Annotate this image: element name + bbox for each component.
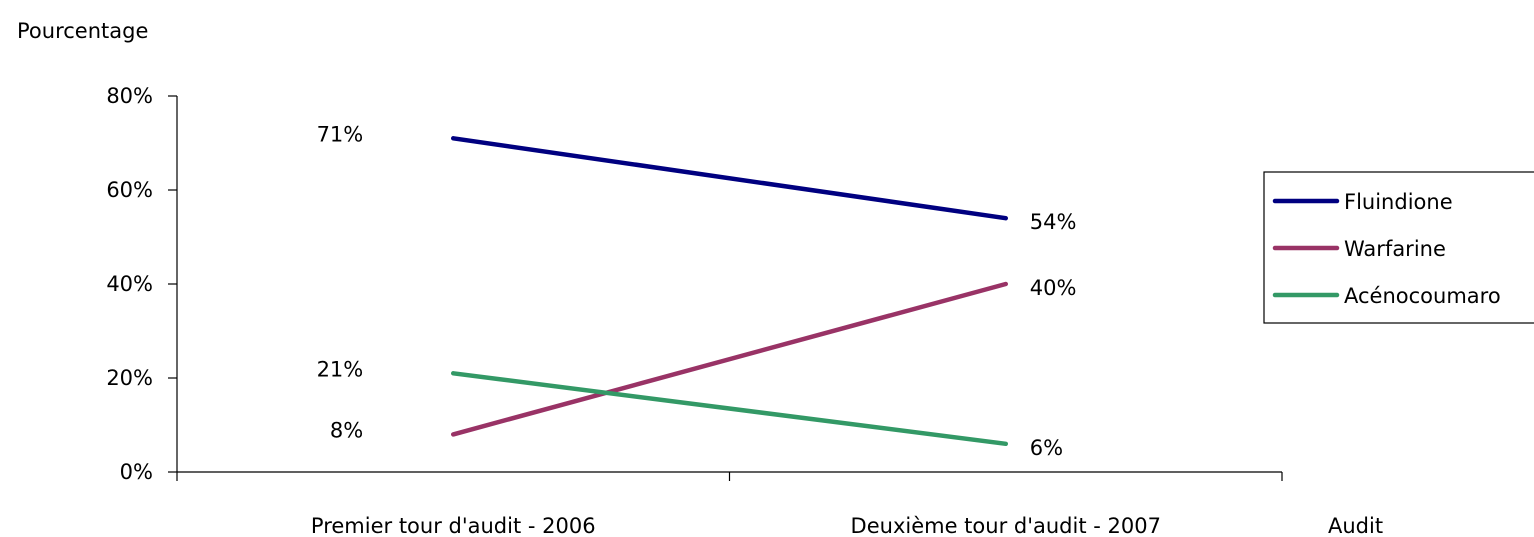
legend-label: Warfarine (1344, 237, 1446, 261)
y-tick-label: 20% (106, 366, 153, 390)
data-label: 54% (1030, 210, 1077, 234)
y-tick-labels: 0% 20% 40% 60% 80% (106, 84, 153, 484)
x-tick-labels: Premier tour d'audit - 2006 Deuxième tour… (311, 514, 1161, 537)
y-tick-label: 60% (106, 178, 153, 202)
y-tick-label: 40% (106, 272, 153, 296)
axes (168, 95, 1283, 481)
y-tick-label: 0% (120, 460, 153, 484)
data-labels: 71% 54% 8% 40% 21% 6% (317, 122, 1077, 460)
data-label: 21% (317, 357, 364, 381)
x-axis-title: Audit (1328, 514, 1383, 537)
x-tick-label: Premier tour d'audit - 2006 (311, 514, 596, 537)
series-lines (451, 136, 1008, 447)
series-line-acénocoumaro (451, 371, 1008, 447)
data-label: 6% (1030, 436, 1063, 460)
data-label: 40% (1030, 276, 1077, 300)
series-line-fluindione (451, 136, 1008, 221)
data-label: 71% (317, 122, 364, 146)
x-tick-label: Deuxième tour d'audit - 2007 (851, 514, 1161, 537)
series-line-warfarine (451, 281, 1008, 437)
y-tick-label: 80% (106, 84, 153, 108)
legend: Fluindione Warfarine Acénocoumaro (1263, 171, 1534, 324)
data-label: 8% (330, 418, 363, 442)
legend-label: Fluindione (1344, 190, 1453, 214)
y-axis-title: Pourcentage (17, 19, 148, 43)
legend-label: Acénocoumaro (1344, 284, 1501, 308)
